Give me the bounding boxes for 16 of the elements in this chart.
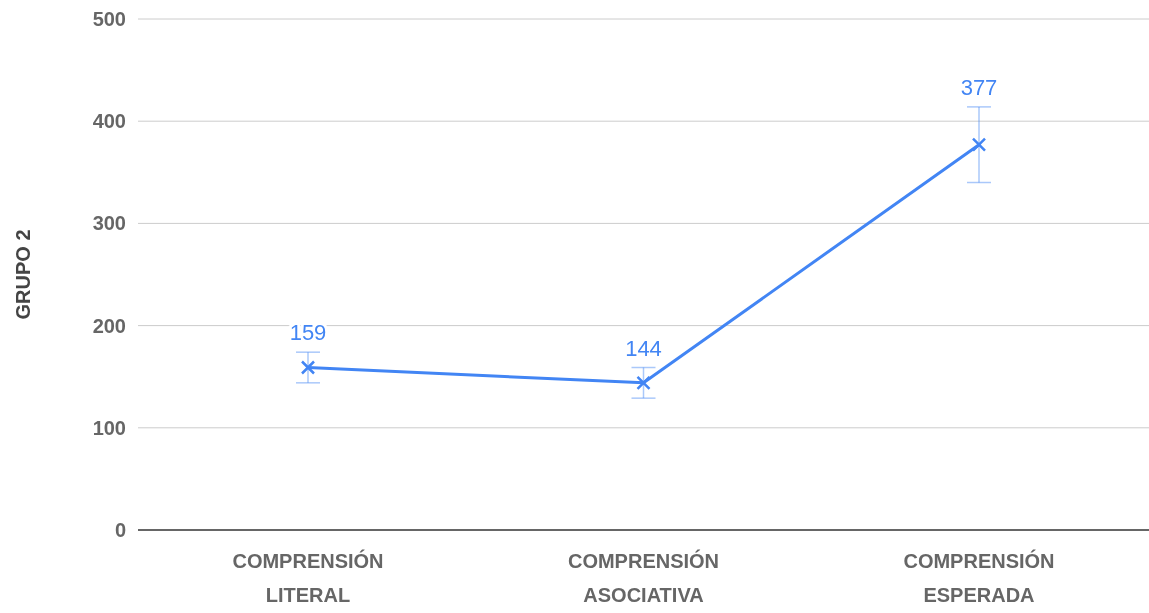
data-label: 144 bbox=[625, 335, 662, 361]
y-tick-label: 400 bbox=[92, 110, 126, 133]
y-tick-label: 100 bbox=[92, 416, 126, 439]
x-tick-label: COMPRENSIÓN LITERAL bbox=[232, 549, 384, 606]
y-tick-label: 300 bbox=[92, 212, 126, 235]
data-label: 377 bbox=[960, 74, 998, 100]
data-label: 159 bbox=[289, 320, 327, 346]
point bbox=[636, 375, 651, 391]
x-tick-label: COMPRENSIÓN ASOCIATIVA bbox=[567, 549, 720, 606]
y-tick-label: 0 bbox=[114, 519, 126, 541]
y-axis-title: GRUPO 2 bbox=[12, 229, 34, 320]
point bbox=[300, 360, 316, 375]
x-tick-label: COMPRENSIÓN ESPERADA bbox=[903, 549, 1055, 606]
y-tick-label: 200 bbox=[92, 314, 126, 337]
y-tick-label: 500 bbox=[92, 8, 126, 30]
point bbox=[971, 137, 987, 152]
